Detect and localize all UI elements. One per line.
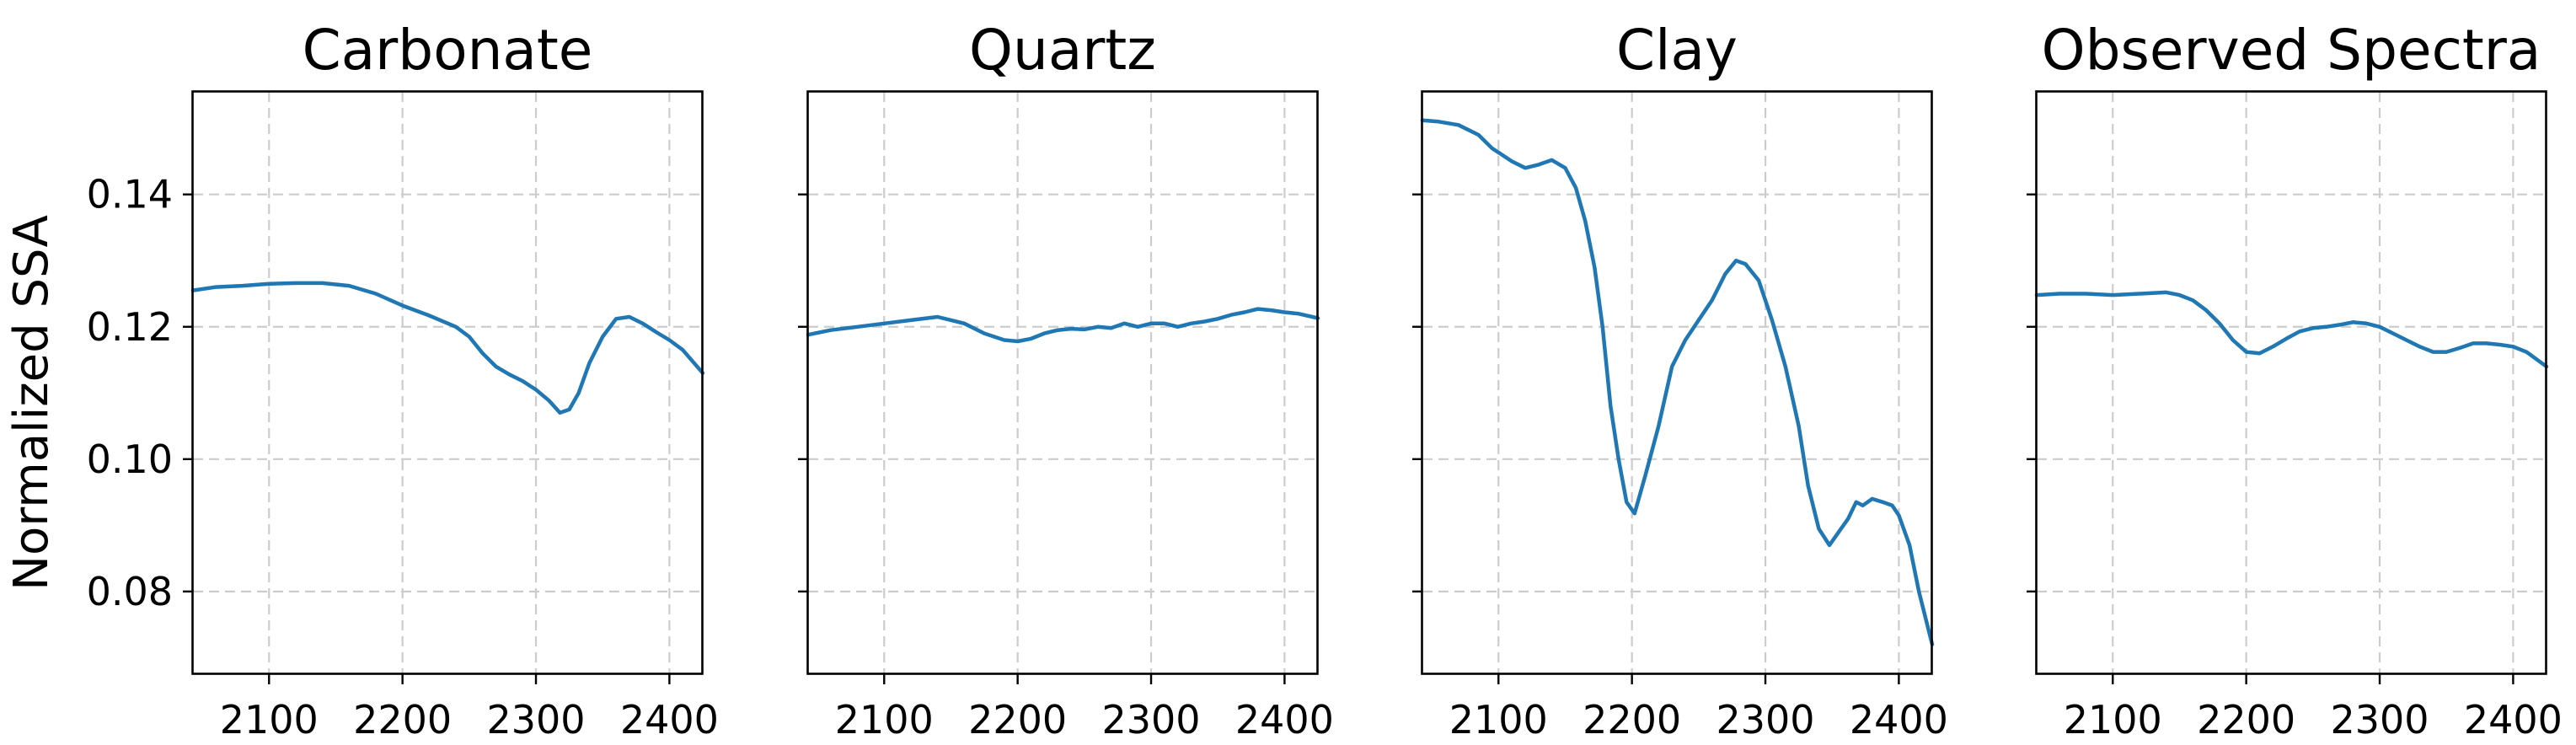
x-tick-label: 2100 <box>835 697 934 742</box>
y-tick-label: 0.10 <box>87 437 173 482</box>
x-tick-label: 2200 <box>968 697 1067 742</box>
ticks-observed-spectra: 2100 2200 2300 2400 <box>2027 193 2563 742</box>
x-tick-label: 2400 <box>1235 697 1334 742</box>
y-tick-label: 0.08 <box>87 569 173 614</box>
ticks-quartz: 2100 2200 2300 2400 <box>798 193 1334 742</box>
panel-title-observed-spectra: Observed Spectra <box>2042 18 2541 83</box>
grid-carbonate <box>193 92 703 674</box>
ticks-clay: 2100 2200 2300 2400 <box>1412 193 1948 742</box>
plot-frame-observed-spectra <box>2035 90 2547 675</box>
x-tick-label: 2400 <box>2464 697 2563 742</box>
plot-frame-clay <box>1421 90 1933 675</box>
x-tick-label: 2300 <box>486 697 585 742</box>
y-axis-label: Normalized SSA <box>4 215 59 591</box>
panel-title-quartz: Quartz <box>969 18 1156 83</box>
x-tick-label: 2400 <box>1850 697 1948 742</box>
line-series-quartz <box>806 307 1320 344</box>
grid-clay <box>1422 92 1932 674</box>
grid-observed-spectra <box>2037 92 2547 674</box>
panel-title-clay: Clay <box>1616 18 1738 83</box>
x-tick-label: 2100 <box>2064 697 2162 742</box>
panel-title-carbonate: Carbonate <box>303 18 593 83</box>
x-tick-label: 2200 <box>1583 697 1681 742</box>
x-tick-label: 2100 <box>220 697 319 742</box>
line-series-carbonate <box>190 281 705 415</box>
panel-observed-spectra: Observed Spectra 2100 2200 2300 2400 <box>2027 18 2563 742</box>
panel-carbonate: Carbonate 2100 2200 2300 2400 0.08 0.10 0.12 0.… <box>87 18 719 742</box>
panel-clay: Clay 2100 2200 2300 2400 <box>1412 18 1948 742</box>
x-tick-label: 2300 <box>2330 697 2429 742</box>
y-tick-label: 0.12 <box>87 304 173 350</box>
y-tick-label: 0.14 <box>87 172 173 217</box>
x-tick-label: 2200 <box>2197 697 2295 742</box>
x-tick-label: 2300 <box>1716 697 1814 742</box>
grid-quartz <box>808 92 1318 674</box>
panel-quartz: Quartz 2100 2200 2300 2400 <box>798 18 1334 742</box>
x-tick-label: 2200 <box>353 697 452 742</box>
plot-frame-carbonate <box>191 90 704 675</box>
plot-frame-quartz <box>806 90 1319 675</box>
line-series-observed-spectra <box>2034 290 2549 369</box>
ticks-carbonate: 2100 2200 2300 2400 0.08 0.10 0.12 0.14 <box>87 172 719 742</box>
x-tick-label: 2300 <box>1101 697 1200 742</box>
x-tick-label: 2100 <box>1449 697 1548 742</box>
x-tick-label: 2400 <box>620 697 719 742</box>
line-series-clay <box>1420 118 1935 646</box>
